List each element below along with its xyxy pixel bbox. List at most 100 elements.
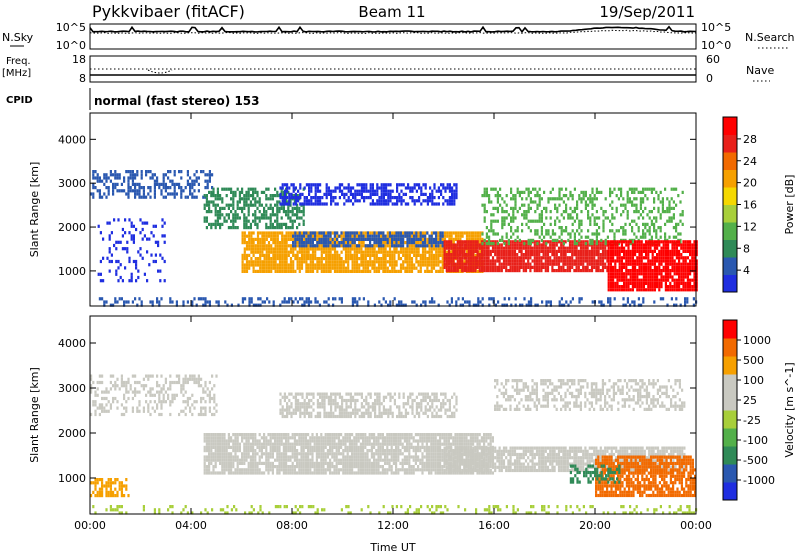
heatmap-cell: [182, 384, 184, 387]
heatmap-cell: [545, 300, 547, 303]
heatmap-cell: [169, 170, 171, 173]
heatmap-cell: [664, 223, 666, 226]
heatmap-cell: [446, 266, 448, 269]
heatmap-cell: [252, 191, 254, 194]
heatmap-cell: [429, 199, 431, 202]
heatmap-cell: [376, 254, 378, 257]
heatmap-cell: [337, 186, 339, 189]
heatmap-cell: [152, 300, 154, 303]
heatmap-cell: [198, 384, 200, 387]
heatmap-cell: [669, 253, 671, 256]
heatmap-cell: [415, 244, 417, 247]
heatmap-cell: [288, 244, 290, 247]
heatmap-cell: [174, 170, 176, 173]
heatmap-cell: [516, 259, 518, 262]
heatmap-cell: [622, 197, 624, 200]
heatmap-cell: [600, 239, 602, 242]
heatmap-cell: [387, 193, 389, 196]
heatmap-cell: [693, 240, 695, 243]
heatmap-cell: [486, 226, 488, 229]
heatmap-cell: [497, 220, 499, 223]
heatmap-cell: [272, 231, 274, 234]
heatmap-cell: [266, 251, 268, 254]
heatmap-cell: [614, 282, 616, 285]
heatmap-cell: [372, 202, 374, 205]
heatmap-cell: [682, 210, 684, 213]
heatmap-cell: [385, 190, 387, 193]
heatmap-cell: [293, 186, 295, 189]
heatmap-cell: [101, 481, 103, 484]
heatmap-cell: [101, 491, 103, 494]
heatmap-cell: [234, 226, 236, 229]
heatmap-cell: [334, 260, 336, 263]
heatmap-cell: [103, 484, 105, 487]
heatmap-cell: [352, 196, 354, 199]
heatmap-cell: [440, 251, 442, 254]
heatmap-cell: [549, 256, 551, 259]
heatmap-cell: [654, 269, 656, 272]
heatmap-cell: [323, 263, 325, 266]
heatmap-cell: [461, 253, 463, 256]
heatmap-cell: [298, 223, 300, 226]
heatmap-cell: [618, 197, 620, 200]
heatmap-cell: [119, 173, 121, 176]
heatmap-cell: [640, 191, 642, 194]
heatmap-cell: [452, 247, 454, 250]
heatmap-cell: [472, 259, 474, 262]
heatmap-cell: [510, 216, 512, 219]
heatmap-cell: [345, 260, 347, 263]
heatmap-cell: [656, 256, 658, 259]
heatmap-cell: [395, 241, 397, 244]
heatmap-cell: [102, 257, 104, 260]
heatmap-cell: [693, 279, 695, 282]
heatmap-cell: [299, 270, 301, 273]
heatmap-cell: [431, 254, 433, 257]
heatmap-cell: [110, 180, 112, 183]
heatmap-cell: [365, 267, 367, 270]
heatmap-cell: [109, 234, 111, 237]
heatmap-cell: [608, 243, 610, 246]
heatmap-cell: [264, 267, 266, 270]
heatmap-cell: [621, 288, 623, 291]
heatmap-cell: [339, 196, 341, 199]
heatmap-cell: [283, 260, 285, 263]
heatmap-cell: [387, 202, 389, 205]
heatmap-cell: [519, 194, 521, 197]
heatmap-cell: [619, 259, 621, 262]
heatmap-cell: [352, 193, 354, 196]
heatmap-cell: [632, 279, 634, 282]
heatmap-cell: [204, 216, 206, 219]
heatmap-cell: [308, 267, 310, 270]
heatmap-cell: [636, 259, 638, 262]
heatmap-cell: [676, 256, 678, 259]
heatmap-cell: [187, 170, 189, 173]
heatmap-cell: [442, 196, 444, 199]
heatmap-cell: [270, 226, 272, 229]
heatmap-cell: [296, 235, 298, 238]
heatmap-cell: [288, 297, 290, 300]
heatmap-cell: [667, 269, 669, 272]
heatmap-cell: [301, 254, 303, 257]
heatmap-cell: [448, 263, 450, 266]
heatmap-cell: [576, 269, 578, 272]
heatmap-cell: [103, 397, 105, 400]
heatmap-cell: [382, 238, 384, 241]
heatmap-cell: [594, 223, 596, 226]
heatmap-cell: [435, 231, 437, 234]
heatmap-cell: [376, 183, 378, 186]
heatmap-cell: [528, 220, 530, 223]
heatmap-cell: [536, 253, 538, 256]
heatmap-cell: [310, 263, 312, 266]
heatmap-cell: [116, 183, 118, 186]
heatmap-cell: [378, 235, 380, 238]
heatmap-cell: [510, 263, 512, 266]
heatmap-cell: [676, 285, 678, 288]
heatmap-cell: [255, 257, 257, 260]
heatmap-cell: [110, 173, 112, 176]
heatmap-cell: [549, 240, 551, 243]
heatmap-cell: [338, 267, 340, 270]
heatmap-cell: [144, 222, 146, 225]
heatmap-cell: [529, 266, 531, 269]
heatmap-cell: [259, 254, 261, 257]
